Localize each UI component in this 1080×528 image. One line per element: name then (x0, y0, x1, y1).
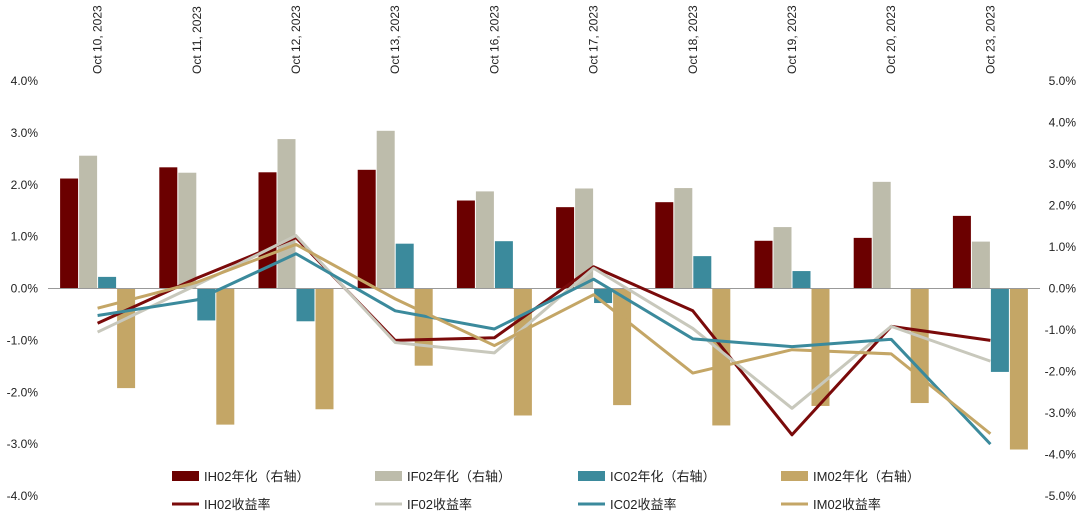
bar (414, 288, 433, 366)
left-tick-label: 1.0% (11, 230, 39, 244)
category-label: Oct 19, 2023 (785, 5, 799, 74)
left-tick-label: 4.0% (11, 74, 39, 88)
bar (216, 288, 235, 425)
bar (513, 288, 532, 416)
bar (952, 215, 971, 289)
legend-label: IC02年化（右轴） (610, 469, 715, 484)
right-tick-label: 1.0% (1049, 240, 1077, 254)
bar (79, 155, 98, 289)
left-tick-label: -1.0% (7, 333, 39, 347)
legend-label: IM02年化（右轴） (813, 469, 920, 484)
bar (613, 288, 632, 406)
category-label: Oct 20, 2023 (884, 5, 898, 74)
right-tick-label: 0.0% (1049, 282, 1077, 296)
bar (773, 227, 792, 289)
left-tick-label: 3.0% (11, 126, 39, 140)
right-tick-label: -5.0% (1045, 489, 1077, 503)
left-tick-label: -3.0% (7, 437, 39, 451)
legend-label: IF02收益率 (407, 497, 472, 512)
legend-swatch (375, 471, 402, 481)
category-label: Oct 23, 2023 (983, 5, 997, 74)
legend-swatch (172, 471, 199, 481)
line-series (96, 234, 992, 446)
bar (971, 241, 990, 289)
category-label: Oct 10, 2023 (91, 5, 105, 74)
bar (456, 200, 475, 289)
bar (277, 139, 296, 289)
right-tick-label: -4.0% (1045, 448, 1077, 462)
bar (315, 288, 334, 410)
series-line (96, 234, 991, 410)
bar (990, 288, 1009, 372)
bar (674, 188, 693, 289)
bar (60, 178, 79, 289)
bar (811, 288, 830, 406)
category-label: Oct 18, 2023 (686, 5, 700, 74)
bar (853, 237, 872, 289)
right-tick-label: -2.0% (1045, 365, 1077, 379)
left-tick-label: 0.0% (11, 282, 39, 296)
series-line (97, 252, 992, 446)
bar (754, 240, 773, 289)
right-tick-label: 5.0% (1049, 74, 1077, 88)
bar (475, 191, 494, 289)
left-tick-label: -4.0% (7, 489, 39, 503)
bar (910, 288, 929, 404)
right-tick-label: 4.0% (1049, 116, 1077, 130)
category-label: Oct 17, 2023 (587, 5, 601, 74)
legend-label: IF02年化（右轴） (407, 469, 511, 484)
bar (655, 202, 674, 289)
bar (712, 288, 731, 426)
bar-series (60, 130, 1028, 450)
left-tick-label: -2.0% (7, 385, 39, 399)
right-tick-label: -3.0% (1045, 406, 1077, 420)
series-line (96, 236, 991, 437)
series-line (97, 242, 992, 435)
category-label: Oct 11, 2023 (190, 6, 204, 74)
bar (159, 167, 178, 289)
legend-label: IC02收益率 (610, 497, 676, 512)
bar (178, 172, 197, 289)
category-label: Oct 12, 2023 (289, 5, 303, 74)
category-label: Oct 13, 2023 (388, 5, 402, 74)
right-tick-label: 3.0% (1049, 157, 1077, 171)
legend-swatch (578, 471, 605, 481)
left-tick-label: 2.0% (11, 178, 39, 192)
right-tick-label: 2.0% (1049, 199, 1077, 213)
bar (357, 169, 376, 289)
bar (376, 130, 395, 289)
bar (494, 241, 513, 289)
legend-label: IH02年化（右轴） (204, 469, 309, 484)
right-tick-label: -1.0% (1045, 323, 1077, 337)
bar (872, 181, 891, 289)
legend-swatch (781, 471, 808, 481)
category-label: Oct 16, 2023 (487, 5, 501, 74)
bar (296, 288, 315, 322)
legend: IH02年化（右轴） IF02年化（右轴） IC02年化（右轴） IM02年化（右轴）… (172, 469, 920, 512)
bar (693, 256, 712, 289)
right-axis: 5.0% 4.0% 3.0% 2.0% 1.0% 0.0% -1.0% -2.0% -3.0% -… (1045, 74, 1077, 503)
bar (258, 172, 277, 289)
bar (792, 271, 811, 289)
bar (395, 243, 414, 289)
legend-label: IH02收益率 (204, 497, 270, 512)
bar (575, 188, 594, 289)
legend-label: IM02收益率 (813, 497, 881, 512)
bar (98, 276, 117, 289)
bar (556, 207, 575, 289)
category-axis: Oct 10, 2023 Oct 11, 2023 Oct 12, 2023 Oct … (91, 5, 998, 74)
bar (1009, 288, 1028, 450)
left-axis: 4.0% 3.0% 2.0% 1.0% 0.0% -1.0% -2.0% -3.0% -4.0% (7, 74, 39, 503)
